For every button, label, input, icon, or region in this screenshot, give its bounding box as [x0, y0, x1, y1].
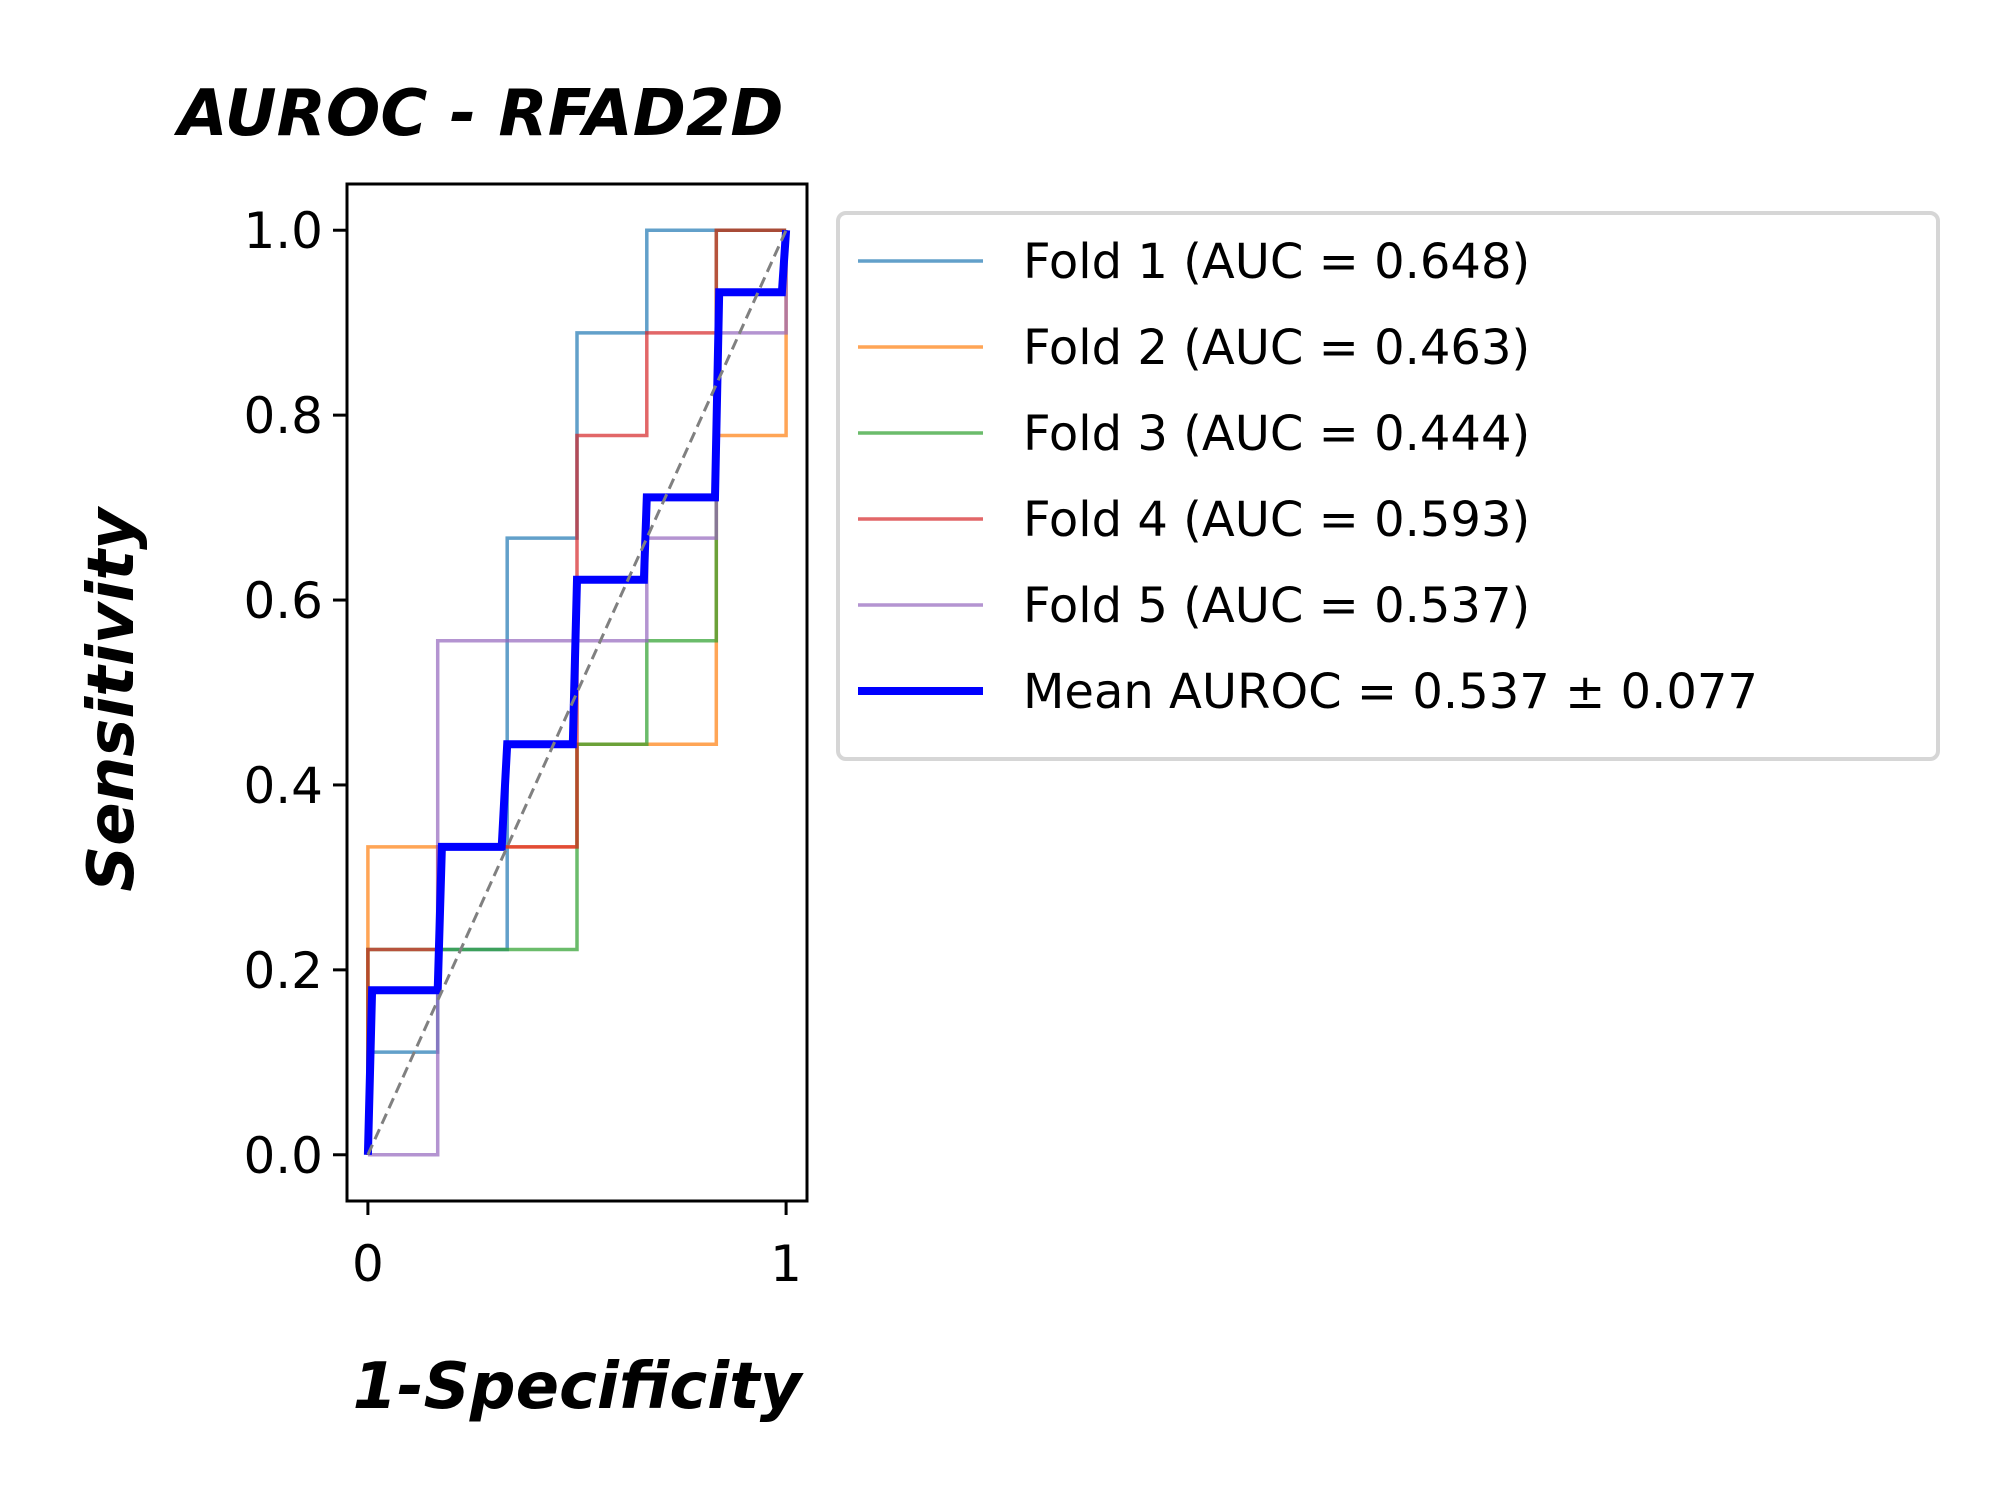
legend-label: Fold 1 (AUC = 0.648): [1023, 234, 1530, 290]
legend-label: Fold 3 (AUC = 0.444): [1023, 406, 1530, 462]
y-tick-label: 0.6: [243, 572, 323, 630]
plot-area: [345, 182, 809, 1203]
y-tick-label: 0.4: [243, 757, 323, 815]
legend-label: Mean AUROC = 0.537 ± 0.077: [1023, 664, 1758, 720]
x-tick-label: 1: [770, 1235, 802, 1293]
y-axis-label: Sensitivity: [75, 506, 149, 892]
legend-box: [836, 211, 1940, 761]
legend-label: Fold 2 (AUC = 0.463): [1023, 320, 1530, 376]
y-axis: 0.0 0.2 0.4 0.6 0.8 1.0: [243, 202, 347, 1185]
legend-label: Fold 5 (AUC = 0.537): [1023, 578, 1530, 634]
y-tick-label: 0.0: [243, 1127, 323, 1185]
chart-title: AUROC - RFAD2D: [173, 77, 783, 151]
y-tick-label: 0.8: [243, 387, 323, 445]
x-axis-label: 1-Specificity: [353, 1350, 804, 1424]
series-line-6: [363, 229, 791, 1155]
legend-label: Fold 4 (AUC = 0.593): [1023, 492, 1530, 548]
legend: Fold 1 (AUC = 0.648) Fold 2 (AUC = 0.463)…: [836, 211, 1940, 761]
y-tick-label: 0.2: [243, 942, 323, 1000]
x-tick-label: 0: [352, 1235, 384, 1293]
y-tick-label: 1.0: [243, 202, 323, 260]
plot-frame: [345, 182, 809, 1203]
